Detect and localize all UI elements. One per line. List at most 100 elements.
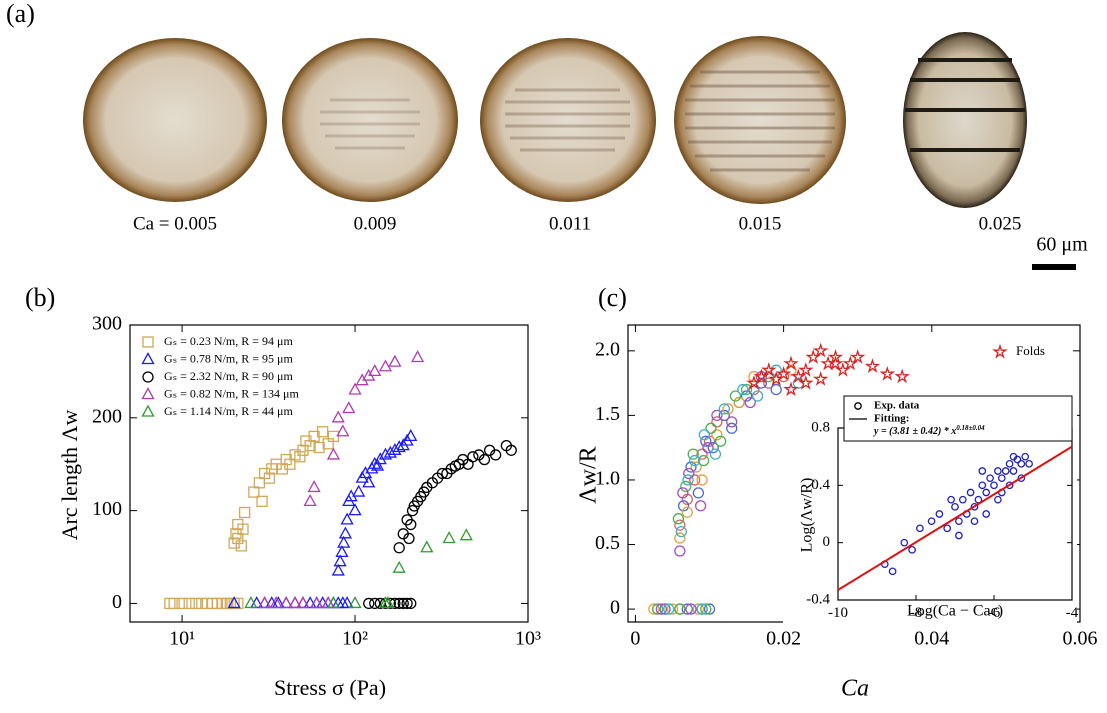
- point: [411, 350, 425, 363]
- point: [238, 506, 251, 519]
- y-tick-label: 0.8: [811, 419, 830, 435]
- x-tick-label: 0.04: [914, 628, 949, 650]
- point: [842, 355, 859, 371]
- point: [943, 524, 952, 533]
- point: [740, 383, 753, 396]
- point: [141, 387, 155, 400]
- point: [714, 435, 727, 447]
- annotation-exponent: 0.18±0.04: [956, 424, 985, 432]
- point: [326, 447, 341, 460]
- point: [744, 396, 756, 409]
- point: [232, 597, 244, 610]
- point: [190, 597, 202, 610]
- point: [722, 403, 734, 415]
- y-tick-label: 100: [92, 498, 122, 520]
- point: [733, 396, 745, 409]
- point: [436, 467, 449, 480]
- point: [307, 480, 321, 493]
- point: [689, 454, 701, 467]
- point: [303, 596, 317, 609]
- point: [711, 429, 723, 441]
- point: [864, 358, 881, 373]
- point: [726, 416, 738, 428]
- point: [955, 531, 963, 540]
- point: [294, 451, 306, 463]
- point: [489, 449, 502, 461]
- point: [331, 410, 345, 423]
- point: [726, 422, 738, 434]
- point: [681, 603, 693, 615]
- point: [982, 488, 991, 497]
- wrinkles: [320, 98, 420, 150]
- point: [709, 448, 722, 460]
- y-tick-label: 0: [823, 534, 831, 550]
- point: [748, 383, 760, 396]
- point: [342, 401, 356, 414]
- point: [692, 487, 705, 499]
- point: [141, 352, 155, 365]
- point: [812, 342, 829, 358]
- legend-box: [843, 395, 1073, 442]
- x-tick-label: -10: [828, 605, 848, 621]
- legend-label: Gₛ = 1.14 N/m, R = 44 μm: [164, 404, 293, 418]
- y-tick-label: -0.4: [806, 591, 830, 607]
- point: [888, 567, 897, 576]
- legend-label: Exp. data: [874, 400, 920, 412]
- point: [677, 500, 690, 512]
- point: [681, 506, 693, 518]
- point: [326, 596, 341, 609]
- point: [783, 355, 799, 371]
- legend-label: Fitting:: [874, 413, 909, 425]
- point: [303, 493, 317, 506]
- point: [994, 467, 1002, 475]
- y-tick-label: 0: [610, 597, 620, 619]
- caption: 0.009: [354, 213, 397, 234]
- point: [718, 409, 730, 422]
- point: [992, 343, 1008, 359]
- legend-label: Gₛ = 0.23 N/m, R = 94 μm: [164, 334, 293, 348]
- point: [253, 477, 266, 489]
- x-tick-label: -6: [988, 605, 1001, 621]
- point: [227, 596, 241, 609]
- point: [1017, 474, 1026, 483]
- x-tick-label: 10²: [342, 628, 368, 650]
- point: [257, 596, 272, 609]
- point: [700, 435, 712, 447]
- scale-bar-label: 60 μm: [1036, 234, 1088, 256]
- point: [244, 596, 258, 609]
- point: [687, 448, 699, 460]
- point: [672, 513, 685, 525]
- point: [835, 362, 851, 377]
- point: [263, 472, 276, 484]
- point: [698, 429, 710, 441]
- point: [683, 467, 695, 480]
- point: [690, 461, 702, 473]
- legend-label: Gₛ = 0.78 N/m, R = 95 μm: [164, 351, 293, 365]
- point: [237, 523, 249, 535]
- point: [404, 429, 418, 442]
- point: [680, 480, 692, 493]
- y-tick-label: 0.4: [811, 477, 830, 493]
- point: [164, 597, 176, 610]
- point: [689, 474, 701, 486]
- point: [168, 597, 180, 610]
- point: [369, 597, 381, 610]
- x-tick-label: -8: [910, 605, 923, 621]
- point: [697, 454, 710, 467]
- y-axis-label: Arc length Λw: [57, 409, 82, 540]
- point: [696, 448, 708, 460]
- point: [269, 596, 283, 609]
- point: [702, 442, 714, 454]
- point: [696, 474, 708, 486]
- point: [879, 366, 896, 381]
- point: [966, 488, 975, 497]
- point: [142, 371, 154, 383]
- caption: 0.011: [549, 213, 591, 234]
- y-tick-label: 200: [92, 405, 122, 427]
- point: [692, 603, 705, 615]
- point: [854, 402, 862, 410]
- point: [798, 374, 814, 390]
- point: [370, 458, 385, 471]
- point: [393, 542, 405, 554]
